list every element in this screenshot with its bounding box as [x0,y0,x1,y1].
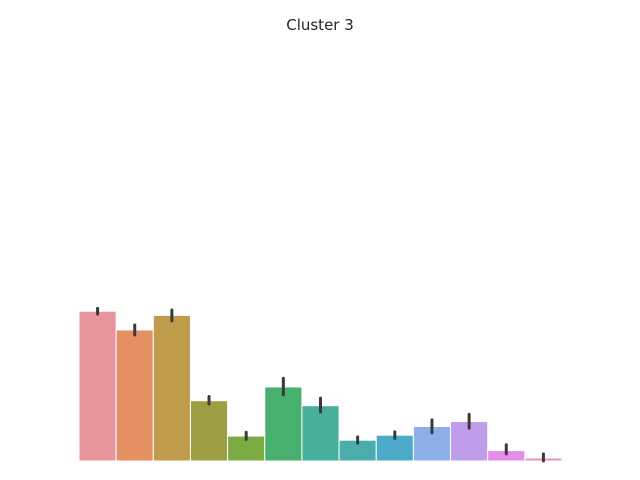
bar-6 [264,386,303,462]
bars-group [78,310,563,462]
bar-11 [450,420,489,462]
bar-3 [152,314,191,462]
bar-1 [78,310,117,462]
error-bars-group [96,306,545,463]
bar-2 [115,329,154,462]
bar-4 [189,400,229,462]
chart-title: Cluster 3 [286,16,354,34]
bar-7 [301,405,340,462]
